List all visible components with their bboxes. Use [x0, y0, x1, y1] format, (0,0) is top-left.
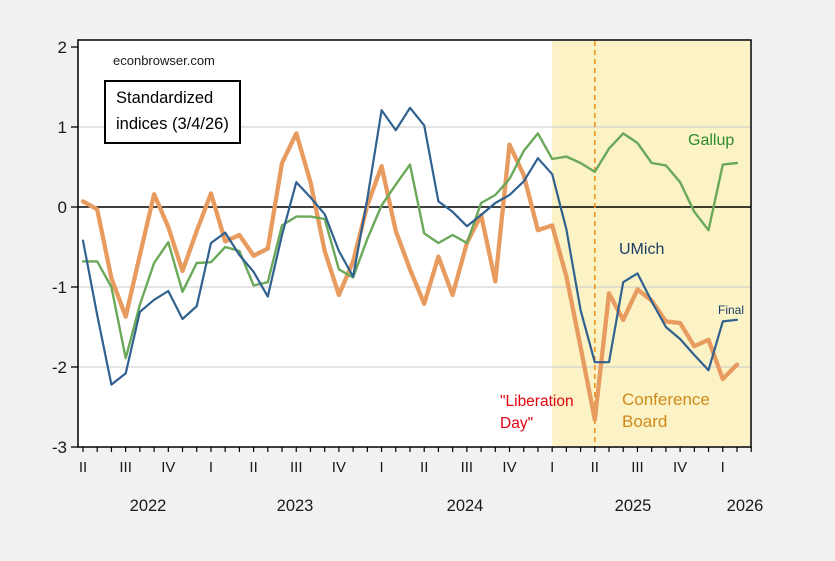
x-year-label: 2022 — [130, 497, 167, 515]
y-tick-label: -3 — [52, 438, 67, 457]
x-quarter-label: I — [379, 459, 383, 476]
x-quarter-label: IV — [673, 459, 687, 476]
conference-board-line — [80, 131, 740, 422]
x-quarter-label: IV — [161, 459, 175, 476]
umich-series-label: UMich — [619, 241, 665, 258]
conference-board-label-line2: Board — [622, 412, 668, 431]
x-year-label: 2026 — [727, 497, 764, 515]
conference-board-series-label: Conference Board — [622, 389, 710, 433]
x-quarter-label: IV — [332, 459, 346, 476]
x-quarter-label: II — [79, 459, 87, 476]
x-quarter-label: III — [290, 459, 303, 476]
final-annotation: Final — [718, 303, 745, 317]
liberation-day-line1: "Liberation — [500, 393, 574, 410]
x-year-label: 2024 — [447, 497, 484, 515]
x-year-label: 2023 — [277, 497, 314, 515]
liberation-day-line2: Day" — [500, 415, 534, 432]
gallup-series-label: Gallup — [688, 132, 735, 149]
y-tick-label: -1 — [52, 278, 67, 297]
note-box: Standardized indices (3/4/26) — [104, 80, 241, 144]
x-quarter-label: II — [591, 459, 599, 476]
note-line1: Standardized — [116, 89, 214, 107]
x-quarter-label: I — [209, 459, 213, 476]
y-tick-label: 2 — [58, 38, 67, 57]
umich-line — [81, 106, 739, 386]
y-tick-label: -2 — [52, 358, 67, 377]
conference-board-label-line1: Conference — [622, 390, 710, 409]
liberation-day-annotation: "Liberation Day" — [500, 391, 574, 435]
x-year-label: 2025 — [615, 497, 652, 515]
x-quarter-label: III — [631, 459, 644, 476]
plot-frame — [77, 39, 752, 448]
x-quarter-label: I — [550, 459, 554, 476]
x-quarter-label: III — [461, 459, 474, 476]
x-quarter-label: IV — [502, 459, 516, 476]
x-quarter-label: II — [249, 459, 257, 476]
x-quarter-label: II — [420, 459, 428, 476]
x-quarter-label: I — [721, 459, 725, 476]
y-tick-label: 1 — [58, 118, 67, 137]
watermark: econbrowser.com — [113, 53, 215, 68]
x-quarter-label: III — [119, 459, 132, 476]
y-tick-label: 0 — [58, 198, 67, 217]
note-line2: indices (3/4/26) — [116, 115, 229, 133]
gallup-line — [81, 132, 739, 360]
